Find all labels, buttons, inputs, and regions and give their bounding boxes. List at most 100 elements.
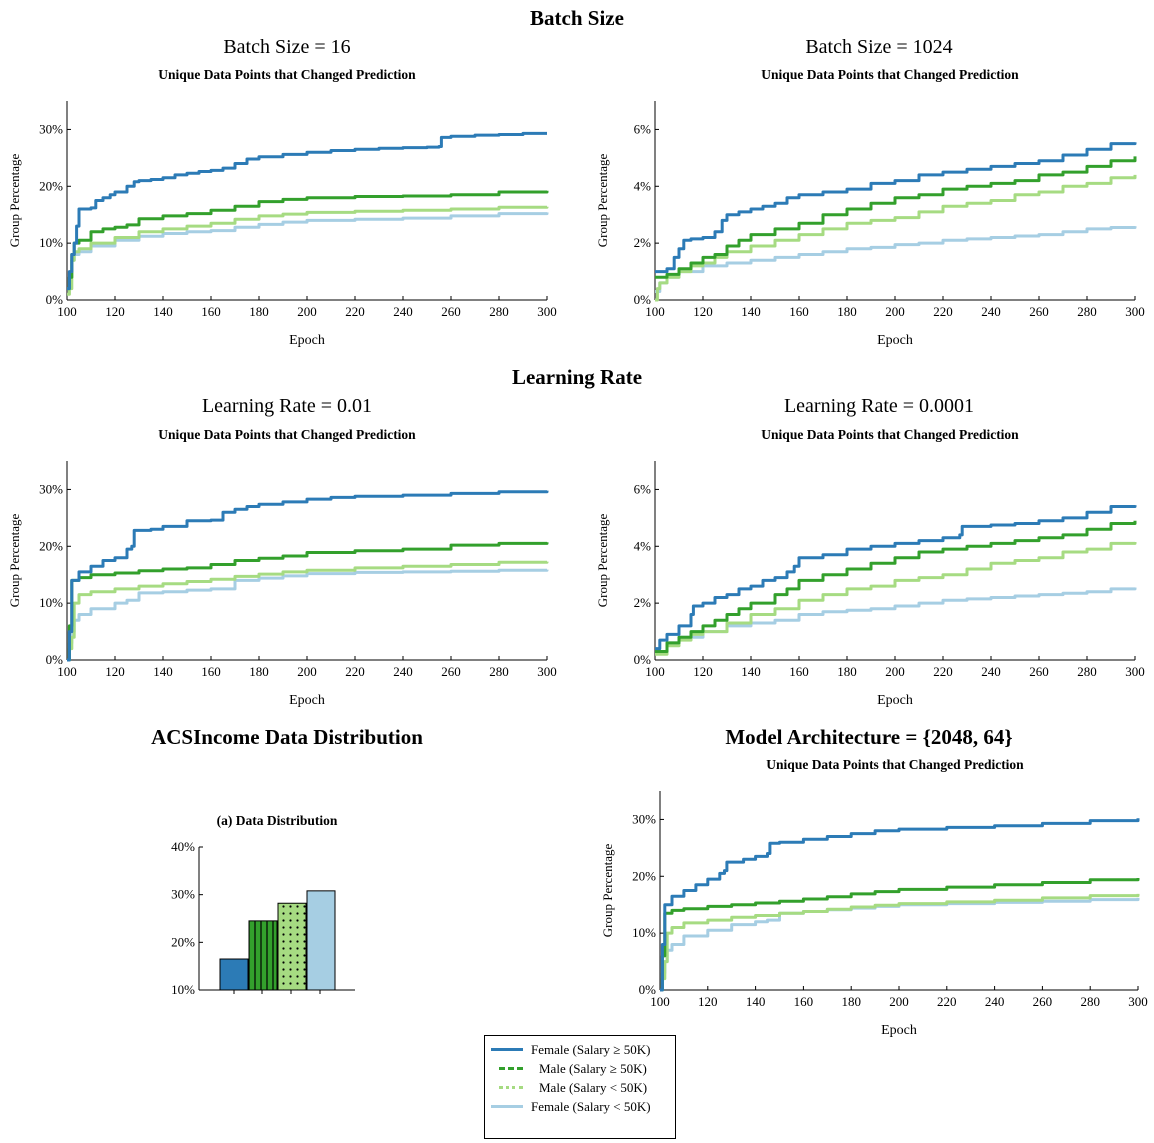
series-line — [655, 226, 1137, 293]
chart-title: Unique Data Points that Changed Predicti… — [766, 757, 1024, 772]
series-line — [67, 560, 549, 662]
legend-item: Male (Salary < 50K) — [491, 1078, 669, 1097]
x-tick-label: 200 — [297, 304, 317, 319]
x-axis-label: Epoch — [877, 333, 913, 348]
legend-swatch-solid — [491, 1048, 523, 1051]
y-tick-label: 4% — [634, 538, 652, 553]
x-tick-label: 240 — [981, 304, 1001, 319]
x-tick-label: 140 — [741, 304, 761, 319]
x-tick-label: 200 — [297, 664, 317, 679]
x-tick-label: 260 — [441, 664, 461, 679]
x-tick-label: 180 — [249, 304, 269, 319]
series-line — [67, 131, 547, 291]
series-line — [655, 541, 1137, 656]
series-line — [655, 156, 1137, 279]
chart-title: Unique Data Points that Changed Predicti… — [761, 67, 1019, 82]
section-title-model-architecture: Model Architecture = {2048, 64} — [725, 725, 1013, 749]
series-line — [655, 174, 1137, 302]
y-tick-label: 30% — [39, 121, 63, 136]
legend-item: Female (Salary ≥ 50K) — [491, 1040, 669, 1059]
series-line — [67, 205, 549, 296]
x-tick-label: 220 — [345, 664, 365, 679]
x-tick-label: 140 — [741, 664, 761, 679]
series-line — [660, 893, 1140, 992]
series-line — [655, 520, 1137, 653]
bar — [306, 890, 336, 991]
x-tick-label: 280 — [489, 664, 509, 679]
x-tick-label: 180 — [841, 994, 861, 1009]
x-tick-label: 260 — [441, 304, 461, 319]
x-tick-label: 100 — [650, 994, 670, 1009]
subtitle-batch-1024: Batch Size = 1024 — [805, 36, 953, 58]
x-tick-label: 200 — [885, 664, 905, 679]
section-title-data-distribution: ACSIncome Data Distribution — [151, 725, 423, 749]
x-tick-label: 300 — [1125, 304, 1145, 319]
bar — [248, 920, 278, 991]
x-tick-label: 200 — [889, 994, 909, 1009]
legend-swatch-solid — [491, 1105, 523, 1108]
y-tick-label: 2% — [634, 235, 652, 250]
x-tick-label: 220 — [933, 304, 953, 319]
series-line — [67, 212, 549, 291]
y-tick-label: 40% — [171, 839, 195, 854]
y-tick-label: 2% — [634, 595, 652, 610]
y-tick-label: 6% — [634, 481, 652, 496]
x-tick-label: 280 — [1077, 664, 1097, 679]
y-tick-label: 30% — [39, 481, 63, 496]
y-axis-label: Group Percentage — [595, 154, 610, 248]
legend-label: Female (Salary < 50K) — [531, 1098, 651, 1114]
x-tick-label: 240 — [393, 304, 413, 319]
x-tick-label: 300 — [537, 664, 557, 679]
x-tick-label: 120 — [693, 664, 713, 679]
legend: Female (Salary ≥ 50K) Male (Salary ≥ 50K… — [484, 1035, 676, 1139]
x-tick-label: 120 — [698, 994, 718, 1009]
y-tick-label: 30% — [632, 811, 656, 826]
legend-label: Male (Salary < 50K) — [539, 1079, 648, 1095]
x-tick-label: 300 — [1125, 664, 1145, 679]
y-tick-label: 10% — [632, 925, 656, 940]
section-title-learning-rate: Learning Rate — [511, 365, 643, 389]
series-line — [660, 818, 1140, 992]
x-tick-label: 280 — [1077, 304, 1097, 319]
x-tick-label: 260 — [1033, 994, 1053, 1009]
legend-label: Female (Salary ≥ 50K) — [531, 1041, 651, 1057]
y-axis-label: Group Percentage — [600, 844, 615, 938]
x-tick-label: 120 — [105, 664, 125, 679]
x-tick-label: 240 — [985, 994, 1005, 1009]
y-tick-label: 20% — [632, 868, 656, 883]
legend-swatch-dotted — [499, 1086, 523, 1089]
x-tick-label: 300 — [537, 304, 557, 319]
subtitle-lr-001: Learning Rate = 0.01 — [201, 395, 373, 417]
y-tick-label: 10% — [39, 235, 63, 250]
x-tick-label: 100 — [57, 664, 77, 679]
y-tick-label: 20% — [39, 178, 63, 193]
x-tick-label: 220 — [933, 664, 953, 679]
x-tick-label: 180 — [837, 304, 857, 319]
x-tick-label: 240 — [981, 664, 1001, 679]
legend-item: Female (Salary < 50K) — [491, 1097, 669, 1116]
x-tick-label: 240 — [393, 664, 413, 679]
legend-item: Male (Salary ≥ 50K) — [491, 1059, 669, 1078]
y-tick-label: 0% — [46, 652, 64, 667]
y-tick-label: 4% — [634, 178, 652, 193]
y-tick-label: 20% — [39, 538, 63, 553]
x-tick-label: 280 — [1080, 994, 1100, 1009]
x-tick-label: 220 — [345, 304, 365, 319]
bar — [219, 958, 249, 991]
x-tick-label: 260 — [1029, 304, 1049, 319]
y-tick-label: 20% — [171, 934, 195, 949]
y-axis-label: Group Percentage — [7, 154, 22, 248]
y-tick-label: 10% — [39, 595, 63, 610]
bar — [277, 902, 307, 991]
chart-title: Unique Data Points that Changed Predicti… — [158, 427, 416, 442]
y-tick-label: 30% — [171, 887, 195, 902]
x-tick-label: 220 — [937, 994, 957, 1009]
x-tick-label: 140 — [746, 994, 766, 1009]
x-tick-label: 100 — [645, 304, 665, 319]
x-axis-label: Epoch — [877, 693, 913, 708]
y-axis-label: Group Percentage — [7, 514, 22, 608]
x-tick-label: 160 — [789, 304, 809, 319]
x-tick-label: 180 — [837, 664, 857, 679]
chart-title: (a) Data Distribution — [216, 813, 338, 828]
